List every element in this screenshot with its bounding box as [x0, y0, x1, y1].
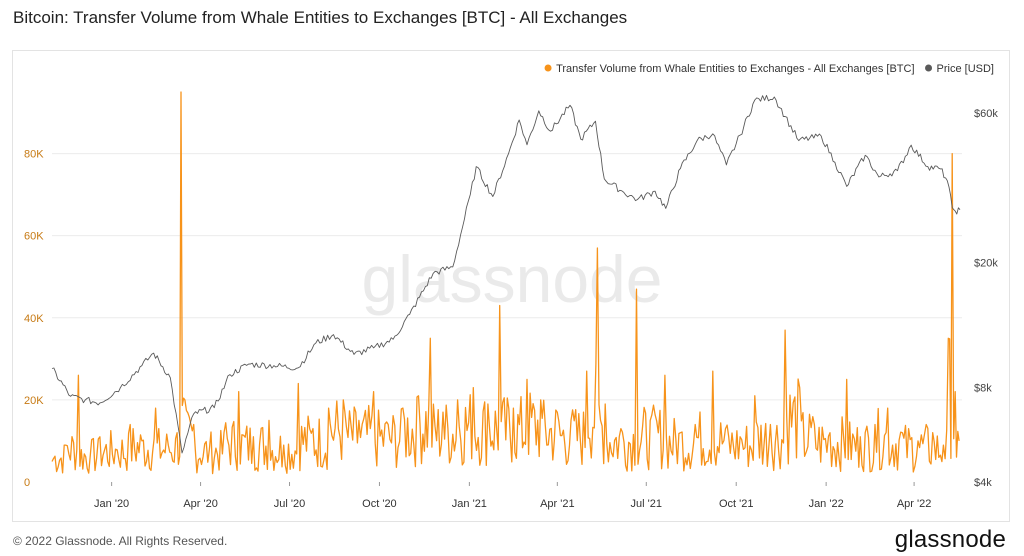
y-left-tick-label: 20K: [24, 395, 44, 407]
footer-copyright: © 2022 Glassnode. All Rights Reserved.: [13, 534, 228, 548]
x-tick-label: Apr '20: [183, 498, 218, 510]
y-right-tick-label: $20k: [974, 258, 998, 270]
x-axis: Jan '20 Apr '20 Jul '20 Oct '20 Jan '21 Apr '…: [94, 482, 931, 510]
y-right-tick-label: $60k: [974, 108, 998, 120]
price-line-path: [51, 94, 961, 454]
y-left-tick-label: 60K: [24, 231, 44, 243]
y-left-tick-label: 40K: [24, 313, 44, 325]
x-tick-label: Oct '20: [362, 498, 397, 510]
x-tick-label: Jan '22: [809, 498, 844, 510]
chart-title: Bitcoin: Transfer Volume from Whale Enti…: [13, 8, 628, 27]
volume-line: [51, 91, 960, 475]
footer-brand-logo: glassnode: [894, 526, 1006, 553]
x-tick-label: Jan '20: [94, 498, 129, 510]
x-tick-label: Apr '22: [897, 498, 932, 510]
price-series: [51, 94, 961, 454]
legend-dot-volume: [544, 64, 552, 72]
legend: Price [USD] Transfer Volume from Whale En…: [544, 63, 994, 75]
y-left-tick-label: 0: [24, 477, 30, 489]
y-right-tick-label: $8k: [974, 383, 992, 395]
x-tick-label: Jul '20: [274, 498, 305, 510]
x-tick-label: Jul '21: [631, 498, 662, 510]
legend-item-price-label: Price [USD]: [937, 63, 994, 75]
x-tick-label: Jan '21: [452, 498, 487, 510]
y-axis-left: 0 20K 40K 60K 80K: [24, 149, 44, 489]
x-tick-label: Oct '21: [719, 498, 754, 510]
volume-series: [51, 91, 960, 475]
y-left-tick-label: 80K: [24, 149, 44, 161]
y-axis-right: $4k $8k $20k $60k: [974, 108, 998, 489]
y-right-tick-label: $4k: [974, 477, 992, 489]
legend-item-volume-label: Transfer Volume from Whale Entities to E…: [556, 63, 914, 75]
legend-dot-price: [925, 64, 933, 72]
watermark: glassnode: [362, 242, 663, 316]
x-tick-label: Apr '21: [540, 498, 575, 510]
